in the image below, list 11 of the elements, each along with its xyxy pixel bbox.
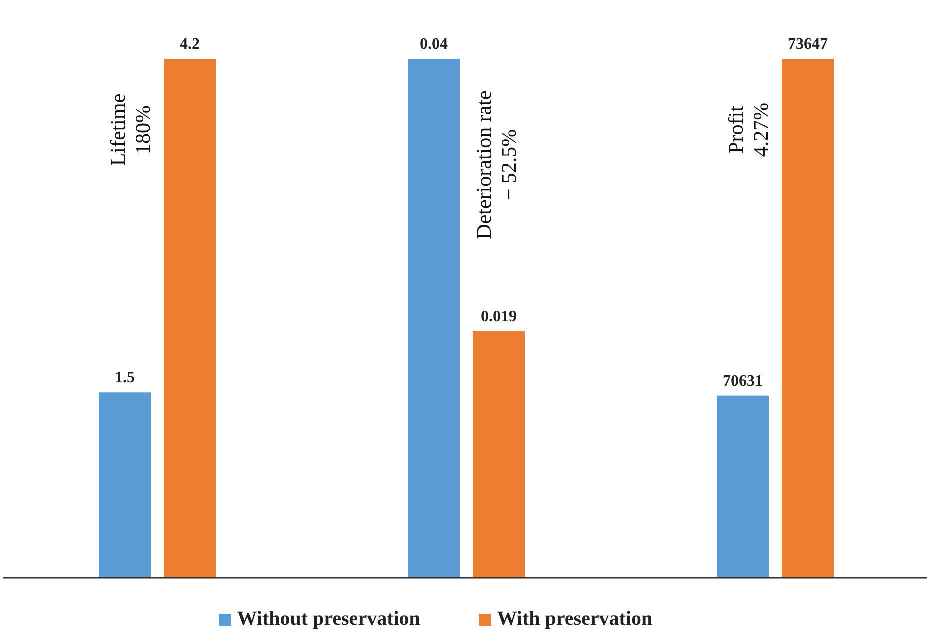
- legend-label: Without preservation: [237, 608, 420, 630]
- annotation: Profit 4.27%: [724, 102, 773, 158]
- legend-label: With preservation: [497, 608, 653, 630]
- annotation: Lifetime 180%: [106, 94, 155, 166]
- data-label: 73647: [788, 36, 828, 53]
- annotation: Deterioration rate − 52.5%: [472, 90, 521, 240]
- data-label: 0.019: [481, 308, 517, 326]
- data-label: 4.2: [180, 36, 200, 53]
- data-label: 70631: [723, 372, 763, 390]
- data-label: 0.04: [420, 36, 448, 53]
- data-label: 1.5: [115, 370, 135, 387]
